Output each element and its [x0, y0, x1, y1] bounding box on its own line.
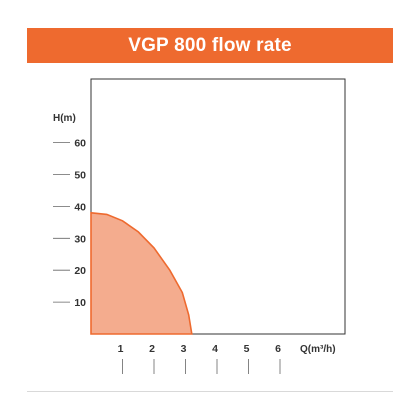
y-tick-label: 40	[74, 201, 86, 213]
x-tick-label: 6	[275, 343, 281, 355]
y-tick-label: 30	[74, 233, 86, 245]
performance-curve-area	[90, 211, 193, 335]
y-tick-label: 60	[74, 138, 86, 150]
x-tick-label: 2	[149, 343, 155, 355]
x-axis-ticks: 1 2 3 4 5 6	[118, 343, 281, 374]
y-axis-label: H(m)	[53, 113, 76, 124]
x-axis-label: Q(m³/h)	[300, 344, 336, 355]
y-tick-label: 10	[74, 297, 86, 309]
x-tick-label: 3	[181, 343, 187, 355]
footer-divider	[27, 391, 393, 392]
y-tick-label: 20	[74, 265, 86, 277]
plot-frame	[90, 78, 346, 335]
y-axis-ticks: 10 20 30 40 50 60	[53, 138, 86, 309]
y-tick-label: 50	[74, 170, 86, 182]
chart-title-banner: VGP 800 flow rate	[27, 28, 393, 63]
x-tick-label: 1	[118, 343, 124, 355]
x-tick-label: 5	[244, 343, 250, 355]
x-tick-label: 4	[212, 343, 218, 355]
chart-title: VGP 800 flow rate	[128, 34, 292, 56]
